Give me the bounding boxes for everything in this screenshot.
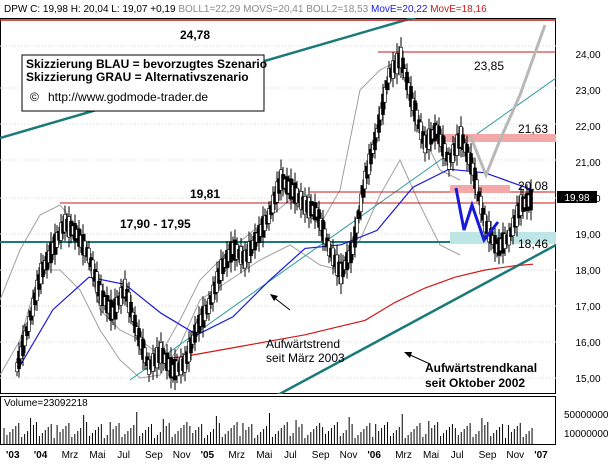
header-info: DPW C: 19,98 H: 20,04 L: 19,07 +0,19 BOL…	[4, 4, 487, 15]
level-label-1790: 17,90 - 17,95	[120, 217, 191, 231]
x-tick-label: Mrz	[228, 450, 245, 461]
scenario-grey-sketch	[468, 24, 547, 180]
resistance-zone-2008	[450, 185, 510, 193]
x-tick-label: Sep	[145, 450, 163, 461]
x-tick-label: Sep	[312, 450, 330, 461]
price-axis: 15,0016,0017,0018,0019,0020,0021,0022,00…	[575, 50, 600, 385]
y-tick-label: 24,00	[575, 50, 600, 61]
website-url: http://www.godmode-trader.de	[48, 90, 208, 104]
legend-line-grey: Skizzierung GRAU = Alternativszenario	[26, 70, 249, 84]
y-tick-label: 17,00	[575, 302, 600, 313]
y-tick-label: 21,00	[575, 158, 600, 169]
level-label-2385: 23,85	[474, 59, 504, 73]
x-tick-label: Jul	[284, 450, 297, 461]
x-tick-label: '03	[6, 450, 20, 461]
resistance-zone-2163	[424, 134, 556, 142]
uptrend-arrowhead-icon	[270, 294, 278, 301]
volume-bars	[3, 412, 533, 444]
channel-arrowhead-icon	[404, 352, 412, 358]
x-tick-label: Nov	[173, 450, 191, 461]
candlestick-bars	[15, 37, 533, 391]
volume-tick-high: 50000000	[564, 410, 609, 421]
x-tick-label: '07	[534, 450, 548, 461]
y-tick-label: 19,00	[575, 230, 600, 241]
level-label-2163: 21,63	[518, 122, 548, 136]
price-bar-body	[529, 189, 533, 211]
price-bar-body	[355, 217, 359, 234]
channel-arrow	[407, 353, 431, 365]
x-tick-label: Jul	[451, 450, 464, 461]
x-tick-label: '04	[34, 450, 48, 461]
volume-tick-low: 10000000	[564, 429, 609, 440]
y-tick-label: 18,00	[575, 266, 600, 277]
annotation-uptrend-since: seit März 2003	[266, 351, 345, 365]
x-tick-label: Mrz	[395, 450, 412, 461]
level-labels: 24,78 23,85 21,63 20,08 19,81 18,46 17,9…	[120, 28, 548, 251]
x-tick-label: '05	[201, 450, 215, 461]
x-tick-label: Jul	[117, 450, 130, 461]
x-tick-label: Mai	[256, 450, 272, 461]
y-tick-label: 22,00	[575, 122, 600, 133]
y-tick-label: 16,00	[575, 338, 600, 349]
x-tick-label: Nov	[506, 450, 524, 461]
current-price-marker	[557, 191, 597, 203]
price-bar-body	[383, 87, 387, 103]
level-label-1981: 19,81	[190, 187, 220, 201]
legend-box	[21, 54, 265, 112]
x-tick-label: Mai	[423, 450, 439, 461]
time-axis: '03 '04 Mrz Mai Jul Sep Nov '05 Mrz Mai Jul Sep Nov '…	[6, 450, 548, 461]
x-tick-label: Mai	[89, 450, 105, 461]
copyright-icon: ©	[30, 90, 39, 104]
y-tick-label: 23,00	[575, 86, 600, 97]
x-tick-label: Nov	[340, 450, 358, 461]
current-price-label: 19,98	[564, 193, 589, 204]
level-label-2008: 20,08	[518, 179, 548, 193]
level-label-1846: 18,46	[518, 237, 548, 251]
ma-red-line	[154, 263, 534, 361]
scenario-blue-sketch	[454, 187, 500, 244]
annotation-uptrend: Aufwärtstrend	[266, 337, 340, 351]
legend-line-blue: Skizzierung BLAU = bevorzugtes Szenario	[26, 57, 267, 71]
y-tick-label: 15,00	[575, 374, 600, 385]
plot-area	[0, 18, 556, 394]
annotation-channel-since: seit Oktober 2002	[425, 376, 525, 390]
volume-label: Volume=23092218	[4, 398, 88, 409]
x-tick-label: Sep	[479, 450, 497, 461]
x-tick-label: Mrz	[62, 450, 79, 461]
x-tick-label: '06	[367, 450, 381, 461]
annotation-channel: Aufwärtstrendkanal	[425, 361, 537, 375]
channel-lower-line	[276, 243, 556, 394]
level-label-2478: 24,78	[180, 28, 210, 42]
